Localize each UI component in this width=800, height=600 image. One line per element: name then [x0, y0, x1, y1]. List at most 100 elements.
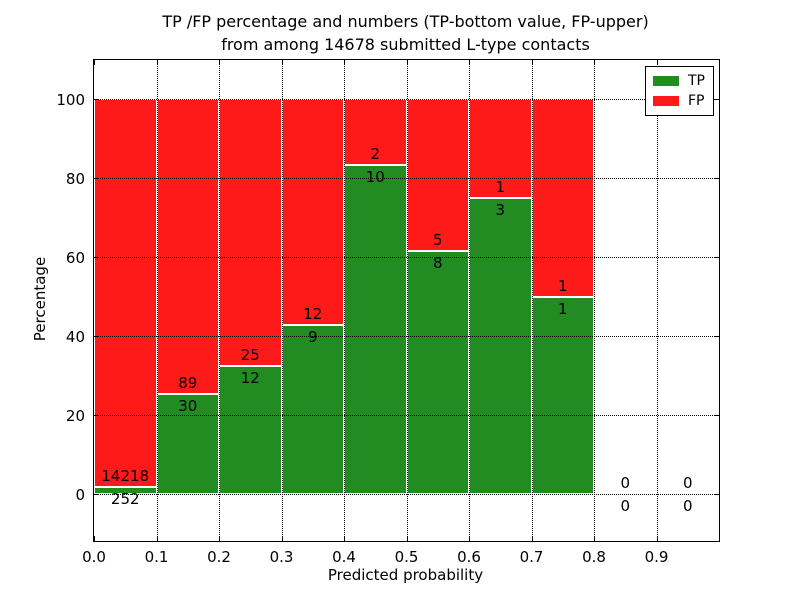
x-tick-top — [656, 60, 658, 65]
y-tick-right — [714, 414, 719, 416]
tp-count-label: 252 — [110, 489, 140, 508]
tp-bar — [94, 486, 157, 494]
x-gridline — [156, 60, 158, 541]
y-tick-left — [94, 178, 99, 180]
y-tick-right — [714, 335, 719, 337]
x-tick-top — [94, 60, 95, 65]
y-gridline — [94, 335, 719, 337]
x-tick-bottom — [469, 536, 470, 541]
fp-count-label: 89 — [178, 374, 198, 393]
tp-count-label: 8 — [432, 254, 443, 273]
tp-count-label: 0 — [682, 496, 693, 515]
tp-bar — [469, 197, 532, 494]
y-tick-right — [714, 493, 719, 495]
y-gridline — [94, 414, 719, 416]
x-axis-label: Predicted probability — [327, 566, 484, 584]
y-axis-label: Percentage — [31, 256, 49, 342]
x-tick-top — [156, 60, 158, 65]
fp-bar — [469, 99, 532, 198]
tp-count-label: 30 — [178, 397, 198, 416]
x-tick-top — [406, 60, 408, 65]
tp-bar — [281, 324, 344, 494]
x-tick-label: 0.0 — [82, 548, 106, 566]
x-tick-label: 0.3 — [269, 548, 294, 566]
x-tick-bottom — [281, 536, 283, 541]
x-tick-label: 0.1 — [144, 548, 169, 566]
y-tick-label: 0 — [75, 485, 85, 504]
x-tick-top — [219, 60, 220, 65]
y-gridline — [94, 257, 719, 259]
tp-legend-label: TP — [688, 73, 705, 89]
tp-count-label: 3 — [495, 200, 506, 219]
chart-title-line2: from among 14678 submitted L-type contac… — [221, 35, 590, 54]
fp-count-label: 0 — [620, 473, 631, 492]
y-tick-right — [714, 178, 719, 180]
y-tick-left — [94, 99, 99, 101]
legend-item-fp: FP — [653, 91, 705, 111]
y-tick-label: 100 — [56, 91, 85, 110]
y-gridline — [94, 178, 719, 180]
x-tick-top — [469, 60, 470, 65]
y-tick-left — [94, 257, 99, 259]
tp-bar — [531, 296, 594, 494]
y-tick-left — [94, 493, 99, 495]
fp-bar — [406, 99, 469, 252]
x-tick-label: 0.9 — [644, 548, 669, 566]
x-tick-label: 0.2 — [207, 548, 231, 566]
chart-title: TP /FP percentage and numbers (TP-bottom… — [93, 10, 718, 56]
x-tick-top — [594, 60, 595, 65]
fp-count-label: 1 — [557, 276, 568, 295]
legend: TP FP — [645, 66, 714, 116]
x-gridline — [656, 60, 658, 541]
x-tick-bottom — [656, 536, 658, 541]
tp-count-label: 0 — [620, 496, 631, 515]
fp-bar — [531, 99, 594, 297]
x-gridline — [406, 60, 408, 541]
y-tick-right — [714, 257, 719, 259]
y-tick-label: 20 — [65, 406, 85, 425]
x-tick-top — [344, 60, 345, 65]
x-tick-top — [281, 60, 283, 65]
fp-count-label: 12 — [303, 304, 323, 323]
y-tick-label: 40 — [65, 327, 85, 346]
x-tick-label: 0.5 — [394, 548, 419, 566]
x-tick-label: 0.4 — [332, 548, 356, 566]
x-tick-top — [531, 60, 533, 65]
tp-bar — [156, 394, 219, 494]
fp-legend-swatch — [653, 96, 679, 106]
tp-bar — [344, 165, 407, 494]
fp-bar — [156, 99, 219, 395]
tp-count-label: 12 — [240, 368, 260, 387]
x-gridline — [344, 60, 345, 541]
x-tick-bottom — [219, 536, 220, 541]
x-tick-bottom — [156, 536, 158, 541]
chart-title-line1: TP /FP percentage and numbers (TP-bottom… — [162, 12, 649, 31]
fp-count-label: 0 — [682, 473, 693, 492]
fp-count-label: 5 — [432, 231, 443, 250]
y-tick-left — [94, 414, 99, 416]
fp-bar — [219, 99, 282, 366]
x-gridline — [219, 60, 220, 541]
tp-count-label: 10 — [365, 168, 385, 187]
x-gridline — [594, 60, 595, 541]
x-gridline — [531, 60, 533, 541]
fp-count-label: 1 — [495, 178, 506, 196]
x-tick-label: 0.7 — [519, 548, 544, 566]
fp-count-label: 14218 — [101, 466, 150, 485]
tp-count-label: 1 — [557, 299, 568, 318]
y-tick-label: 60 — [65, 249, 85, 268]
fp-bar — [281, 99, 344, 325]
tp-legend-swatch — [653, 76, 679, 86]
y-tick-label: 80 — [65, 170, 85, 189]
legend-item-tp: TP — [653, 71, 705, 91]
fp-count-label: 25 — [240, 345, 260, 364]
y-gridline — [94, 493, 719, 495]
x-tick-bottom — [531, 536, 533, 541]
x-tick-label: 0.6 — [457, 548, 481, 566]
x-tick-bottom — [344, 536, 345, 541]
tp-count-label: 9 — [307, 327, 318, 346]
x-tick-bottom — [406, 536, 408, 541]
y-tick-right — [714, 99, 719, 101]
plot-area: TP FP 14218 252 89 30 25 12 12 9 2 10 5 8 1 3 1 1 0 0 0 0 0.… — [56, 59, 720, 566]
